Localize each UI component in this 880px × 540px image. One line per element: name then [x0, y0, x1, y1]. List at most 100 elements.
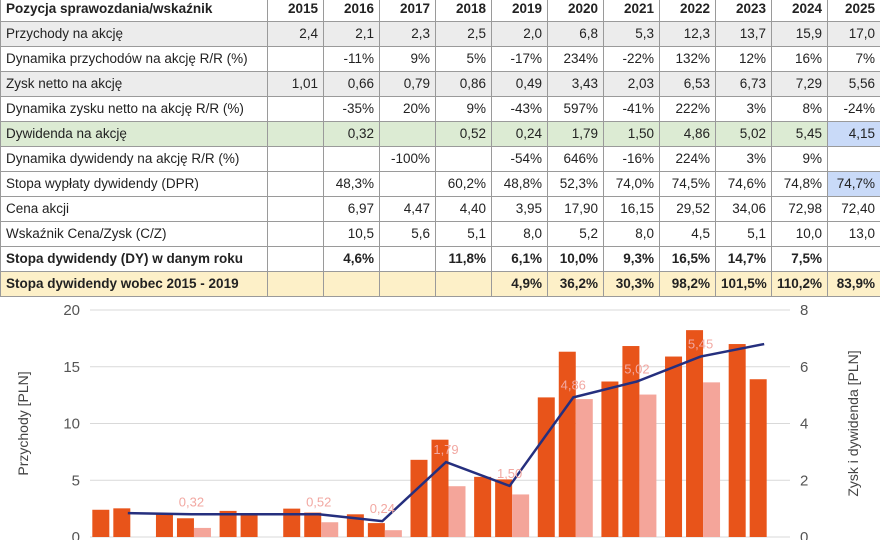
table-cell: 98,2% — [659, 271, 716, 297]
row-label: Dynamika zysku netto na akcję R/R (%) — [0, 96, 268, 122]
table-cell: 5,1 — [715, 221, 772, 247]
year-header: 2024 — [771, 0, 828, 22]
bar — [346, 514, 364, 537]
table-cell: 16% — [771, 46, 828, 72]
table-cell: 48,3% — [323, 171, 380, 197]
table-cell — [827, 246, 880, 272]
bar — [622, 346, 640, 537]
table-cell: 6,8 — [547, 21, 604, 47]
data-label: 5,02 — [624, 362, 649, 377]
bar — [283, 508, 301, 537]
table-cell — [435, 271, 492, 297]
data-label: 0,24 — [370, 501, 395, 516]
table-cell — [827, 146, 880, 172]
table-cell: 5,3 — [603, 21, 660, 47]
bar — [321, 522, 339, 537]
year-header: 2018 — [435, 0, 492, 22]
table-cell: 4,5 — [659, 221, 716, 247]
bar — [240, 514, 258, 537]
table-cell: 3,95 — [491, 196, 548, 222]
row-label: Cena akcji — [0, 196, 268, 222]
table-cell: 6,1% — [491, 246, 548, 272]
table-cell — [379, 246, 436, 272]
table-cell: 3% — [715, 96, 772, 122]
table-cell: 6,97 — [323, 196, 380, 222]
table-cell: 74,7% — [827, 171, 880, 197]
table-cell: 4,15 — [827, 121, 880, 147]
year-header: 2020 — [547, 0, 604, 22]
table-cell: 12% — [715, 46, 772, 72]
table-cell: 20% — [379, 96, 436, 122]
bar — [448, 486, 466, 537]
table-cell: 72,98 — [771, 196, 828, 222]
table-cell: 0,52 — [435, 121, 492, 147]
y-axis-label: Przychody [PLN] — [15, 371, 31, 475]
table-cell: 4,40 — [435, 196, 492, 222]
table-cell: 7,5% — [771, 246, 828, 272]
table-cell: 5,02 — [715, 121, 772, 147]
table-cell: -100% — [379, 146, 436, 172]
table-cell: -41% — [603, 96, 660, 122]
year-header: 2023 — [715, 0, 772, 22]
y-tick-label: 15 — [63, 359, 80, 376]
table-cell — [267, 221, 324, 247]
table-cell: 83,9% — [827, 271, 880, 297]
table-cell: 48,8% — [491, 171, 548, 197]
bar — [219, 510, 237, 537]
table-cell: 1,01 — [267, 71, 324, 97]
row-label: Dynamika przychodów na akcję R/R (%) — [0, 46, 268, 72]
table-cell: 3% — [715, 146, 772, 172]
data-label: 1,50 — [497, 466, 522, 481]
bar — [749, 379, 767, 537]
table-cell: 72,40 — [827, 196, 880, 222]
table-cell: 16,5% — [659, 246, 716, 272]
table-header-row: Pozycja sprawozdania/wskaźnik 2015 2016 20… — [0, 0, 880, 22]
table-cell: 74,0% — [603, 171, 660, 197]
table-cell — [267, 171, 324, 197]
bar — [686, 330, 704, 537]
table-row: Stopa dywidendy wobec 2015 - 2019 4,9% 36,… — [0, 271, 880, 297]
table-cell: 597% — [547, 96, 604, 122]
bar — [575, 399, 593, 537]
table-cell: 74,5% — [659, 171, 716, 197]
data-label: 0,32 — [179, 494, 204, 509]
row-label: Dynamika dywidendy na akcję R/R (%) — [0, 146, 268, 172]
row-label: Wskaźnik Cena/Zysk (C/Z) — [0, 221, 268, 247]
table-cell: 0,66 — [323, 71, 380, 97]
y-tick-label: 0 — [72, 529, 80, 540]
table-cell: 4,86 — [659, 121, 716, 147]
table-cell — [267, 46, 324, 72]
table-cell: 10,5 — [323, 221, 380, 247]
table-cell: 5,1 — [435, 221, 492, 247]
table-row: Dynamika zysku netto na akcję R/R (%) -35… — [0, 96, 880, 122]
table-cell: 13,0 — [827, 221, 880, 247]
table-cell: 1,79 — [547, 121, 604, 147]
y-tick-label: 20 — [63, 302, 80, 319]
table-cell: 5,45 — [771, 121, 828, 147]
table-cell: 2,1 — [323, 21, 380, 47]
table-cell: -43% — [491, 96, 548, 122]
table-cell: 132% — [659, 46, 716, 72]
table-cell: 7,29 — [771, 71, 828, 97]
y2-tick-label: 8 — [800, 302, 808, 319]
table-cell: 11,8% — [435, 246, 492, 272]
bar — [304, 512, 322, 537]
data-label: 4,86 — [561, 377, 586, 392]
table-cell: 17,90 — [547, 196, 604, 222]
series-line — [127, 342, 765, 523]
table-cell: 4,47 — [379, 196, 436, 222]
bar — [665, 356, 683, 537]
table-cell: 9% — [771, 146, 828, 172]
row-label: Stopa wypłaty dywidendy (DPR) — [0, 171, 268, 197]
y2-tick-label: 6 — [800, 359, 808, 376]
bar — [703, 382, 721, 537]
table-cell: 0,24 — [491, 121, 548, 147]
table-cell: -35% — [323, 96, 380, 122]
table-cell: 5,56 — [827, 71, 880, 97]
data-label: 5,45 — [688, 337, 713, 352]
row-label: Zysk netto na akcję — [0, 71, 268, 97]
table-cell: 13,7 — [715, 21, 772, 47]
table-cell — [323, 146, 380, 172]
table-cell: 5,6 — [379, 221, 436, 247]
table-row: Dywidenda na akcję 0,32 0,52 0,24 1,79 1,50 4,… — [0, 121, 880, 147]
